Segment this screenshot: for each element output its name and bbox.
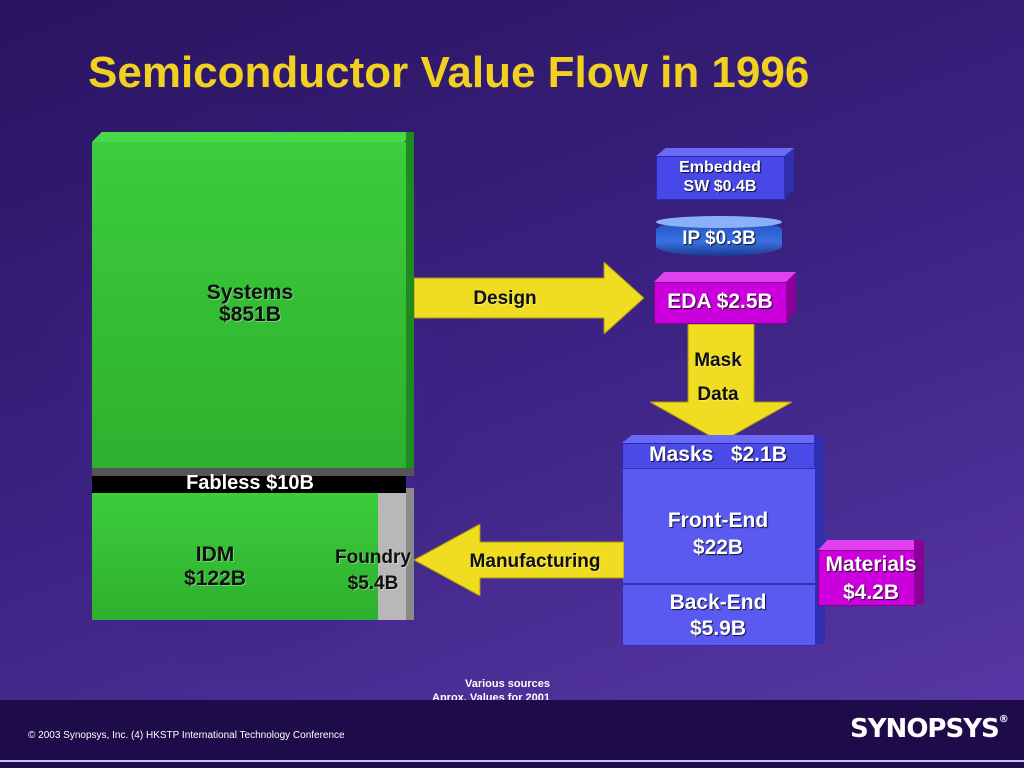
idm-name: IDM (195, 543, 235, 566)
idm-block (92, 493, 378, 620)
back-end-side-face (815, 576, 825, 644)
synopsys-logo: SYNOPSYS® (850, 714, 1009, 744)
embedded-sw-line1: Embedded (679, 159, 761, 176)
footer-rule (0, 760, 1024, 762)
back-end-box (622, 584, 816, 646)
foundry-name: Foundry (335, 547, 411, 568)
page-title: Semiconductor Value Flow in 1996 (88, 48, 810, 97)
materials-side-face (914, 540, 924, 604)
front-end-side-face (815, 458, 825, 582)
front-end-name: Front-End (667, 509, 769, 532)
fabless-bar (92, 476, 406, 493)
design-arrow-shape (414, 262, 644, 334)
materials-top-face (818, 540, 924, 550)
masks-top-face (622, 435, 824, 443)
mask-data-label: Mask Data (668, 344, 768, 412)
mask-data-arrow (650, 324, 792, 442)
embedded-sw-label: Embedded SW $0.4B (656, 158, 784, 196)
systems-name: Systems (206, 281, 294, 304)
ip-label: IP $0.3B (682, 228, 756, 249)
materials-name: Materials (825, 553, 917, 576)
ip-cylinder-top (656, 216, 782, 228)
systems-label: Systems $851B (180, 282, 320, 326)
synopsys-logo-mark: ® (998, 714, 1009, 725)
front-end-box (622, 468, 816, 584)
idm-value: $122B (184, 567, 246, 590)
masks-label: Masks $2.1B (649, 443, 787, 466)
manufacturing-arrow (414, 524, 624, 596)
systems-block-top-face (92, 132, 414, 142)
systems-block (92, 142, 406, 470)
mask-data-line2: Data (697, 384, 739, 405)
footer: © 2003 Synopsys, Inc. (4) HKSTP Internat… (0, 700, 1024, 768)
fabless-label: Fabless $10B (186, 472, 314, 494)
systems-value: $851B (219, 303, 281, 326)
fabless-top-face (92, 468, 414, 476)
back-end-value: $5.9B (689, 617, 747, 640)
foundry-block (378, 493, 406, 620)
embedded-sw-line2: SW $0.4B (683, 178, 757, 195)
back-end-label: Back-End $5.9B (622, 590, 814, 642)
back-end-name: Back-End (669, 591, 767, 614)
eda-box (654, 282, 788, 324)
materials-box (818, 550, 916, 606)
eda-top-face (654, 272, 796, 282)
sources-note-line1: Various sources (465, 678, 550, 690)
eda-label: EDA $2.5B (667, 290, 773, 313)
design-arrow (414, 262, 644, 334)
embedded-sw-side-face (784, 148, 794, 198)
mask-data-arrow-shape (650, 324, 792, 442)
idm-label: IDM $122B (150, 543, 280, 591)
design-label: Design (473, 288, 537, 309)
foundry-value: $5.4B (347, 573, 399, 594)
foundry-label: Foundry $5.4B (318, 545, 428, 597)
foundry-block-side-face (406, 488, 414, 620)
masks-side-face (814, 435, 824, 467)
systems-block-side-face (406, 132, 414, 470)
footer-copyright: © 2003 Synopsys, Inc. (4) HKSTP Internat… (28, 730, 345, 741)
front-end-label: Front-End $22B (622, 507, 814, 561)
synopsys-logo-text: SYNOPSYS (850, 714, 1000, 744)
front-end-value: $22B (692, 536, 744, 559)
manufacturing-label: Manufacturing (469, 551, 601, 572)
eda-side-face (786, 272, 796, 322)
manufacturing-arrow-shape (414, 524, 624, 596)
materials-label: Materials $4.2B (806, 551, 936, 607)
embedded-sw-box (656, 156, 786, 200)
materials-value: $4.2B (842, 581, 900, 604)
mask-data-line1: Mask (694, 350, 742, 371)
embedded-sw-top-face (656, 148, 794, 156)
